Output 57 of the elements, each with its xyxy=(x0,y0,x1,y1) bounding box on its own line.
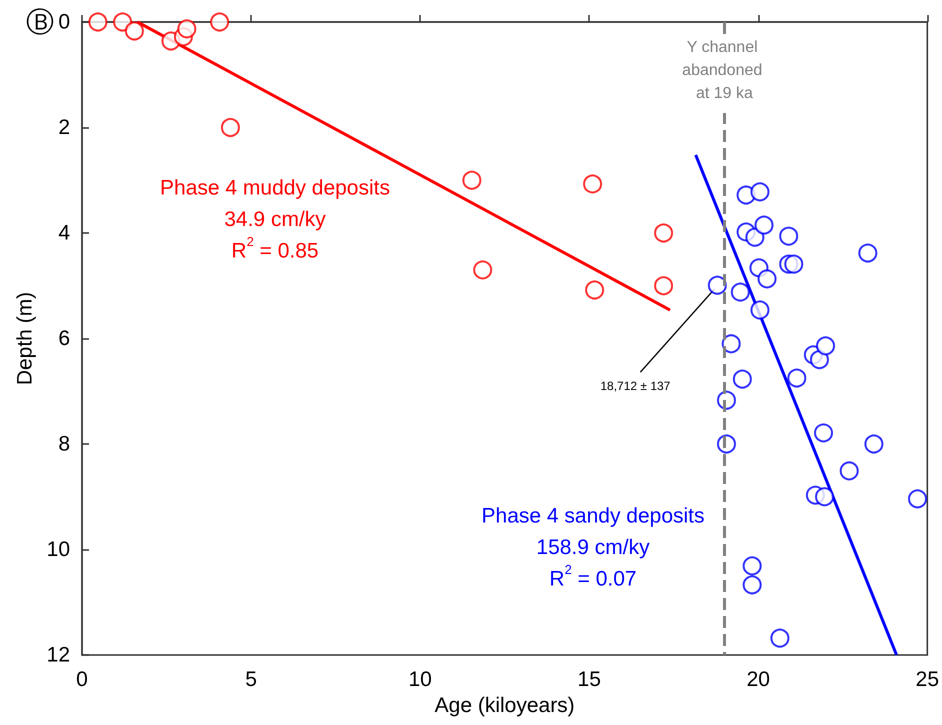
point xyxy=(742,575,762,594)
y-axis-title: Depth (m) xyxy=(14,292,37,386)
point xyxy=(722,334,741,354)
point xyxy=(732,370,752,389)
point xyxy=(816,336,836,356)
point xyxy=(858,244,878,263)
point xyxy=(864,434,884,454)
point xyxy=(585,280,604,300)
point xyxy=(742,556,762,576)
point xyxy=(124,21,144,40)
point xyxy=(654,276,674,296)
annotation: 18,712 ± 137 xyxy=(600,379,671,394)
point xyxy=(113,12,132,32)
point xyxy=(750,182,770,202)
point xyxy=(177,19,196,38)
point xyxy=(815,487,834,506)
y-tick-label: 2 xyxy=(58,116,70,139)
point xyxy=(770,628,790,648)
text: Phase 4 sandy deposits xyxy=(482,504,704,528)
point xyxy=(814,423,834,442)
annotation: 158.9 cm/ky xyxy=(536,536,650,559)
point xyxy=(220,118,240,137)
text: Ⓑ xyxy=(26,6,54,38)
point xyxy=(210,12,230,32)
point xyxy=(708,276,727,295)
y-tick-label: 12 xyxy=(46,644,70,666)
point xyxy=(583,174,602,194)
point xyxy=(810,350,829,370)
point xyxy=(730,282,750,302)
point xyxy=(787,368,806,388)
y-tick-label: 6 xyxy=(58,327,70,350)
ref-line-label: Y channel abandoned at 19 ka xyxy=(682,39,767,102)
point xyxy=(754,216,774,235)
x-tick-label: 5 xyxy=(245,668,257,691)
point xyxy=(88,12,108,32)
point xyxy=(473,260,492,280)
y-tick-label: 4 xyxy=(58,222,70,244)
point xyxy=(758,269,777,288)
x-tick-label: 20 xyxy=(746,668,770,691)
x-axis-title: Age (kiloyears) xyxy=(434,694,575,717)
x-tick-label: 10 xyxy=(408,668,432,691)
point xyxy=(745,228,764,247)
y-tick-label: 0 xyxy=(58,10,70,34)
point xyxy=(462,170,482,190)
point xyxy=(908,489,928,508)
point xyxy=(654,224,674,242)
x-tick-label: 25 xyxy=(916,668,939,691)
point xyxy=(840,461,859,480)
annotation: 34.9 cm/ky xyxy=(224,208,326,231)
x-tick-label: 0 xyxy=(76,668,88,691)
x-tick-label: 15 xyxy=(578,668,601,691)
y-tick-label: 8 xyxy=(58,432,70,456)
y-tick-label: 10 xyxy=(46,538,70,561)
point xyxy=(750,300,770,320)
point xyxy=(784,254,804,274)
text: Phase 4 muddy deposits xyxy=(160,176,390,200)
point xyxy=(779,226,798,246)
